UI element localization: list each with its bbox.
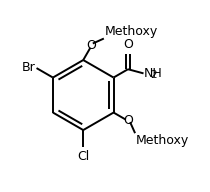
Text: O: O <box>87 39 97 52</box>
Text: O: O <box>123 114 133 127</box>
Text: Cl: Cl <box>77 150 89 163</box>
Text: Methoxy: Methoxy <box>136 134 189 147</box>
Text: O: O <box>123 38 133 51</box>
Text: NH: NH <box>144 67 163 80</box>
Text: Br: Br <box>21 61 35 74</box>
Text: 2: 2 <box>150 70 157 80</box>
Text: Methoxy: Methoxy <box>105 25 158 38</box>
